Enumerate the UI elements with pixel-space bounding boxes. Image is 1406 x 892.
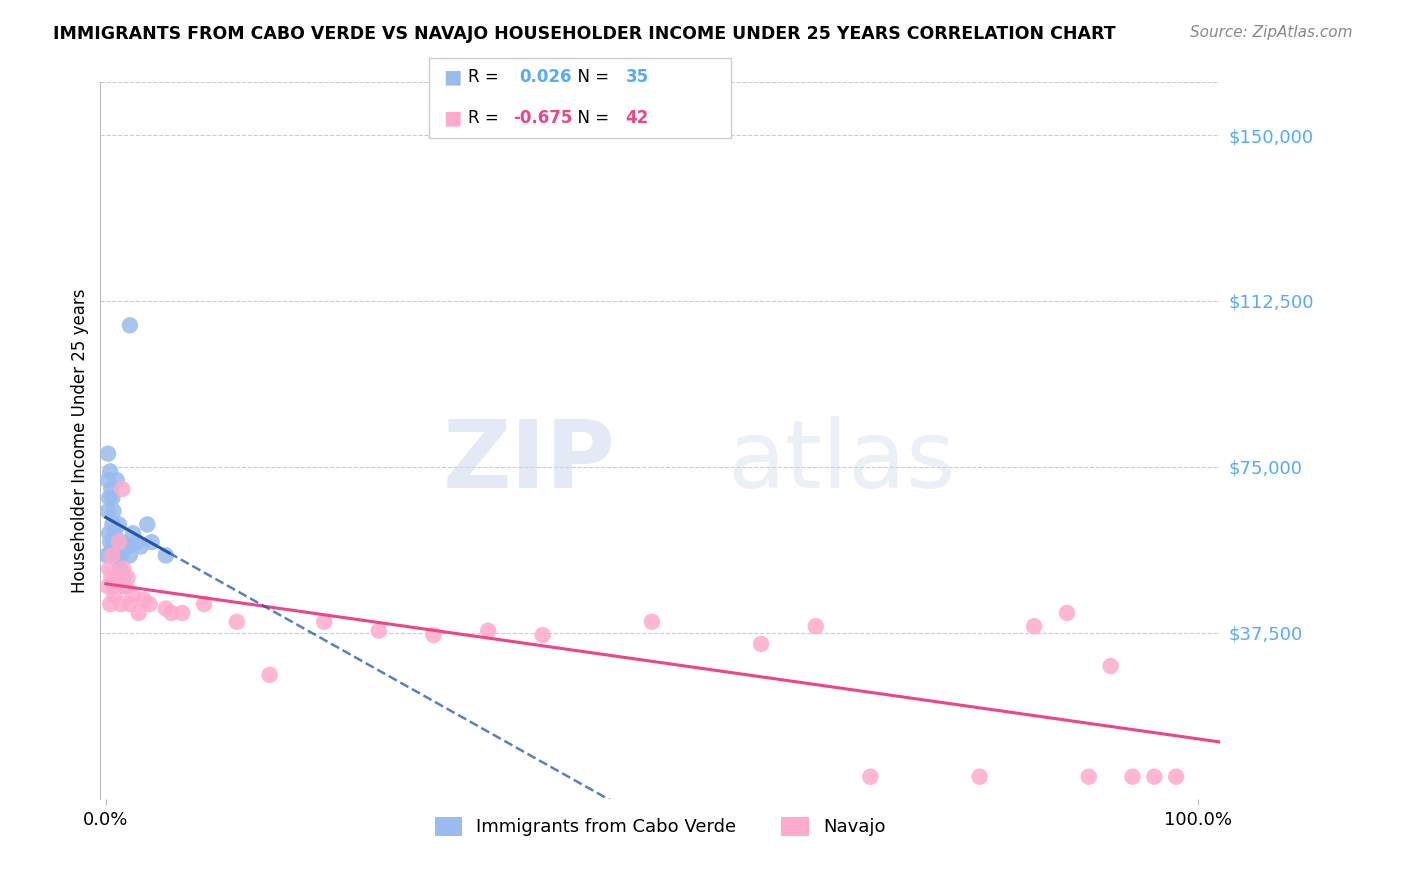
Point xyxy=(110,597,132,611)
Point xyxy=(1056,606,1078,620)
Point xyxy=(96,549,118,563)
Point xyxy=(105,570,128,584)
Point xyxy=(118,549,141,563)
Point xyxy=(101,491,124,505)
Point xyxy=(132,592,155,607)
Point xyxy=(108,517,131,532)
Point xyxy=(1077,770,1099,784)
Point xyxy=(98,464,121,478)
Legend: Immigrants from Cabo Verde, Navajo: Immigrants from Cabo Verde, Navajo xyxy=(427,810,893,844)
Point xyxy=(98,562,121,576)
Point xyxy=(101,517,124,532)
Point xyxy=(107,553,129,567)
Point xyxy=(105,473,128,487)
Point xyxy=(103,526,125,541)
Point xyxy=(1024,619,1046,633)
Point xyxy=(100,570,122,584)
Point xyxy=(103,579,125,593)
Point xyxy=(969,770,991,784)
Text: ZIP: ZIP xyxy=(443,416,616,508)
Point xyxy=(155,601,177,615)
Point xyxy=(97,504,120,518)
Point xyxy=(141,535,163,549)
Text: ■: ■ xyxy=(443,108,461,128)
Point xyxy=(1099,659,1122,673)
Point xyxy=(367,624,389,638)
Point xyxy=(1166,770,1188,784)
Point xyxy=(103,535,125,549)
Point xyxy=(117,540,139,554)
Point xyxy=(108,562,131,576)
Point xyxy=(859,770,882,784)
Text: N =: N = xyxy=(567,68,614,86)
Point xyxy=(97,447,120,461)
Point xyxy=(111,535,134,549)
Point xyxy=(98,535,121,549)
Point xyxy=(125,535,148,549)
Point xyxy=(749,637,772,651)
Point xyxy=(98,526,121,541)
Point xyxy=(804,619,827,633)
Point xyxy=(155,549,177,563)
Point xyxy=(110,549,132,563)
Point xyxy=(122,526,145,541)
Point xyxy=(104,549,127,563)
Point xyxy=(314,615,336,629)
Text: -0.675: -0.675 xyxy=(513,109,572,127)
Point xyxy=(117,570,139,584)
Point xyxy=(108,535,131,549)
Text: 0.026: 0.026 xyxy=(519,68,571,86)
Text: R =: R = xyxy=(468,109,505,127)
Text: ■: ■ xyxy=(443,67,461,87)
Point xyxy=(105,535,128,549)
Point xyxy=(1143,770,1166,784)
Point xyxy=(259,668,281,682)
Point xyxy=(98,597,121,611)
Point xyxy=(136,517,159,532)
Point xyxy=(129,540,152,554)
Point xyxy=(531,628,554,642)
Point xyxy=(114,579,136,593)
Point xyxy=(641,615,664,629)
Point xyxy=(100,544,122,558)
Point xyxy=(118,597,141,611)
Point xyxy=(101,549,124,563)
Point xyxy=(108,544,131,558)
Point xyxy=(160,606,183,620)
Point xyxy=(1121,770,1143,784)
Text: R =: R = xyxy=(468,68,509,86)
Text: IMMIGRANTS FROM CABO VERDE VS NAVAJO HOUSEHOLDER INCOME UNDER 25 YEARS CORRELATI: IMMIGRANTS FROM CABO VERDE VS NAVAJO HOU… xyxy=(53,25,1116,43)
Point xyxy=(477,624,499,638)
Point xyxy=(422,628,444,642)
Point xyxy=(114,579,136,593)
Text: atlas: atlas xyxy=(727,416,956,508)
Point xyxy=(128,606,150,620)
Text: 42: 42 xyxy=(626,109,650,127)
Point xyxy=(98,491,121,505)
Point xyxy=(112,570,135,584)
Point xyxy=(111,482,134,496)
Point xyxy=(138,597,160,611)
Point xyxy=(97,579,120,593)
Text: Source: ZipAtlas.com: Source: ZipAtlas.com xyxy=(1189,25,1353,40)
Y-axis label: Householder Income Under 25 years: Householder Income Under 25 years xyxy=(72,288,89,592)
Point xyxy=(172,606,194,620)
Text: 35: 35 xyxy=(626,68,648,86)
Point xyxy=(103,588,125,602)
Text: N =: N = xyxy=(567,109,614,127)
Point xyxy=(122,588,145,602)
Point xyxy=(100,482,122,496)
Point xyxy=(225,615,247,629)
Point xyxy=(103,504,125,518)
Point xyxy=(112,562,135,576)
Point xyxy=(118,318,141,333)
Point xyxy=(97,473,120,487)
Point xyxy=(193,597,215,611)
